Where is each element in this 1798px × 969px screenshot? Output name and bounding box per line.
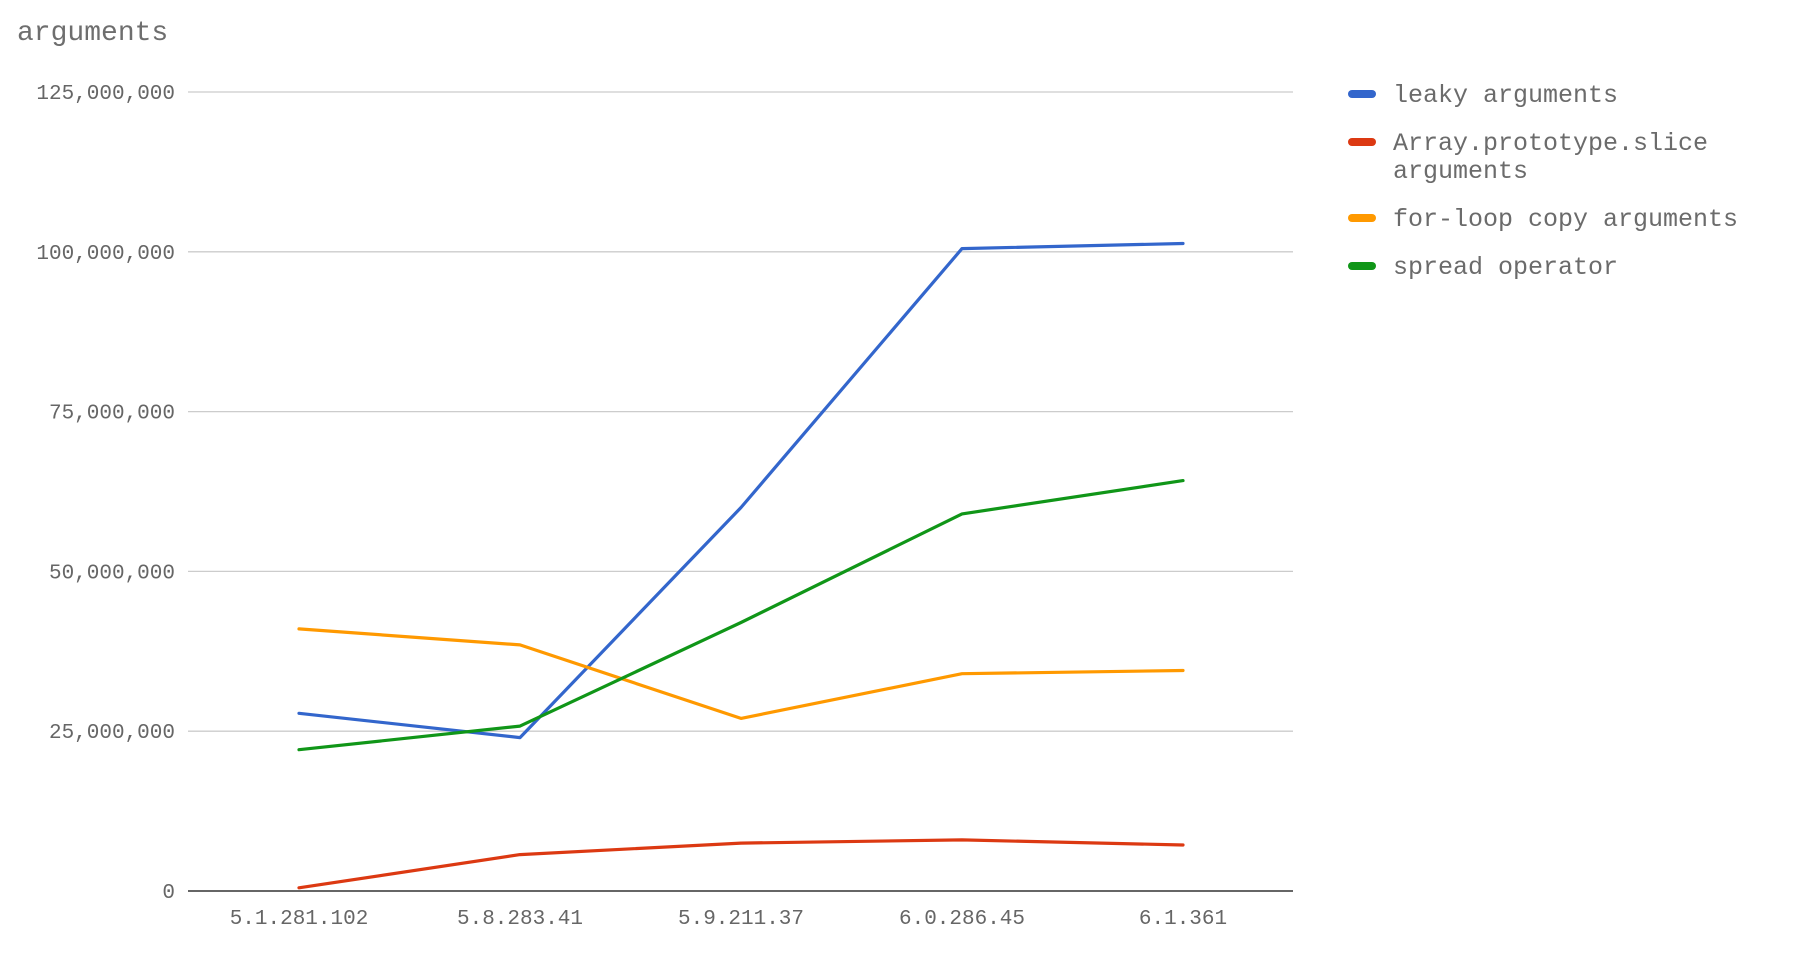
x-tick-label: 5.9.211.37	[678, 908, 804, 931]
series-line-array-prototype-slice-arguments	[297, 838, 1185, 890]
legend-label-for-loop-copy-arguments: for-loop copy arguments	[1393, 205, 1738, 234]
y-axis: 0 25,000,000 50,000,000 75,000,000 100,000,0…	[36, 83, 1293, 905]
legend-label-spread-operator: spread operator	[1393, 253, 1618, 282]
y-tick-label: 125,000,000	[36, 83, 175, 106]
x-axis: 5.1.281.102 5.8.283.41 5.9.211.37 6.0.286.4…	[230, 908, 1227, 931]
series-line-spread-operator	[297, 479, 1185, 752]
y-tick-label: 100,000,000	[36, 243, 175, 266]
y-tick-label: 0	[162, 882, 175, 905]
x-tick-label: 5.8.283.41	[457, 908, 583, 931]
legend-label-array-prototype-slice-arguments: Array.prototype.slice arguments	[1393, 129, 1708, 186]
x-tick-label: 6.0.286.45	[899, 908, 1025, 931]
x-tick-label: 5.1.281.102	[230, 908, 369, 931]
y-tick-label: 75,000,000	[49, 403, 175, 426]
x-tick-label: 6.1.361	[1139, 908, 1227, 931]
chart-title: arguments	[17, 18, 168, 49]
legend-label-leaky-arguments: leaky arguments	[1393, 81, 1618, 110]
y-tick-label: 50,000,000	[49, 562, 175, 585]
legend: leaky arguments Array.prototype.slice argu…	[1348, 81, 1738, 282]
gridlines	[188, 91, 1293, 732]
series-line-for-loop-copy-arguments	[297, 627, 1185, 721]
series-line-leaky-arguments	[297, 241, 1185, 740]
series-lines	[297, 241, 1185, 890]
y-tick-label: 25,000,000	[49, 722, 175, 745]
